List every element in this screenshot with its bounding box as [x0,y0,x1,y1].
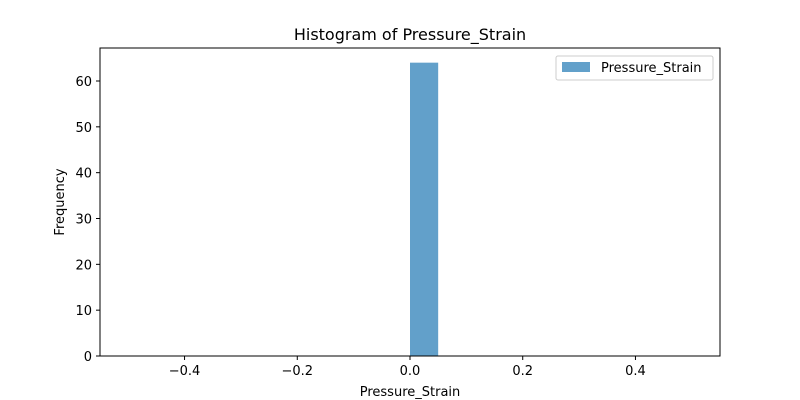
chart-title: Histogram of Pressure_Strain [294,25,526,45]
x-tick-label: 0.4 [625,364,646,379]
legend-swatch [562,62,590,72]
y-tick-label: 30 [75,213,92,228]
y-tick-label: 20 [75,258,92,273]
legend: Pressure_Strain [555,55,714,81]
x-tick-label: −0.4 [169,364,201,379]
legend-label: Pressure_Strain [601,61,702,76]
x-tick-label: −0.2 [281,364,313,379]
x-axis-label: Pressure_Strain [360,385,461,400]
x-tick-label: 0.2 [512,364,533,379]
y-tick-label: 0 [84,350,92,365]
histogram-bar [410,62,439,357]
y-tick-label: 50 [75,121,92,136]
y-tick-label: 10 [75,304,92,319]
y-tick-label: 60 [75,75,92,90]
y-axis-ticks: 0 10 20 30 40 50 60 [75,75,100,365]
y-axis-label: Frequency [53,168,68,235]
x-axis-ticks: −0.4 −0.2 0.0 0.2 0.4 [169,356,646,379]
y-tick-label: 40 [75,167,92,182]
bars [410,62,439,357]
x-tick-label: 0.0 [400,364,421,379]
legend-box [555,55,714,81]
